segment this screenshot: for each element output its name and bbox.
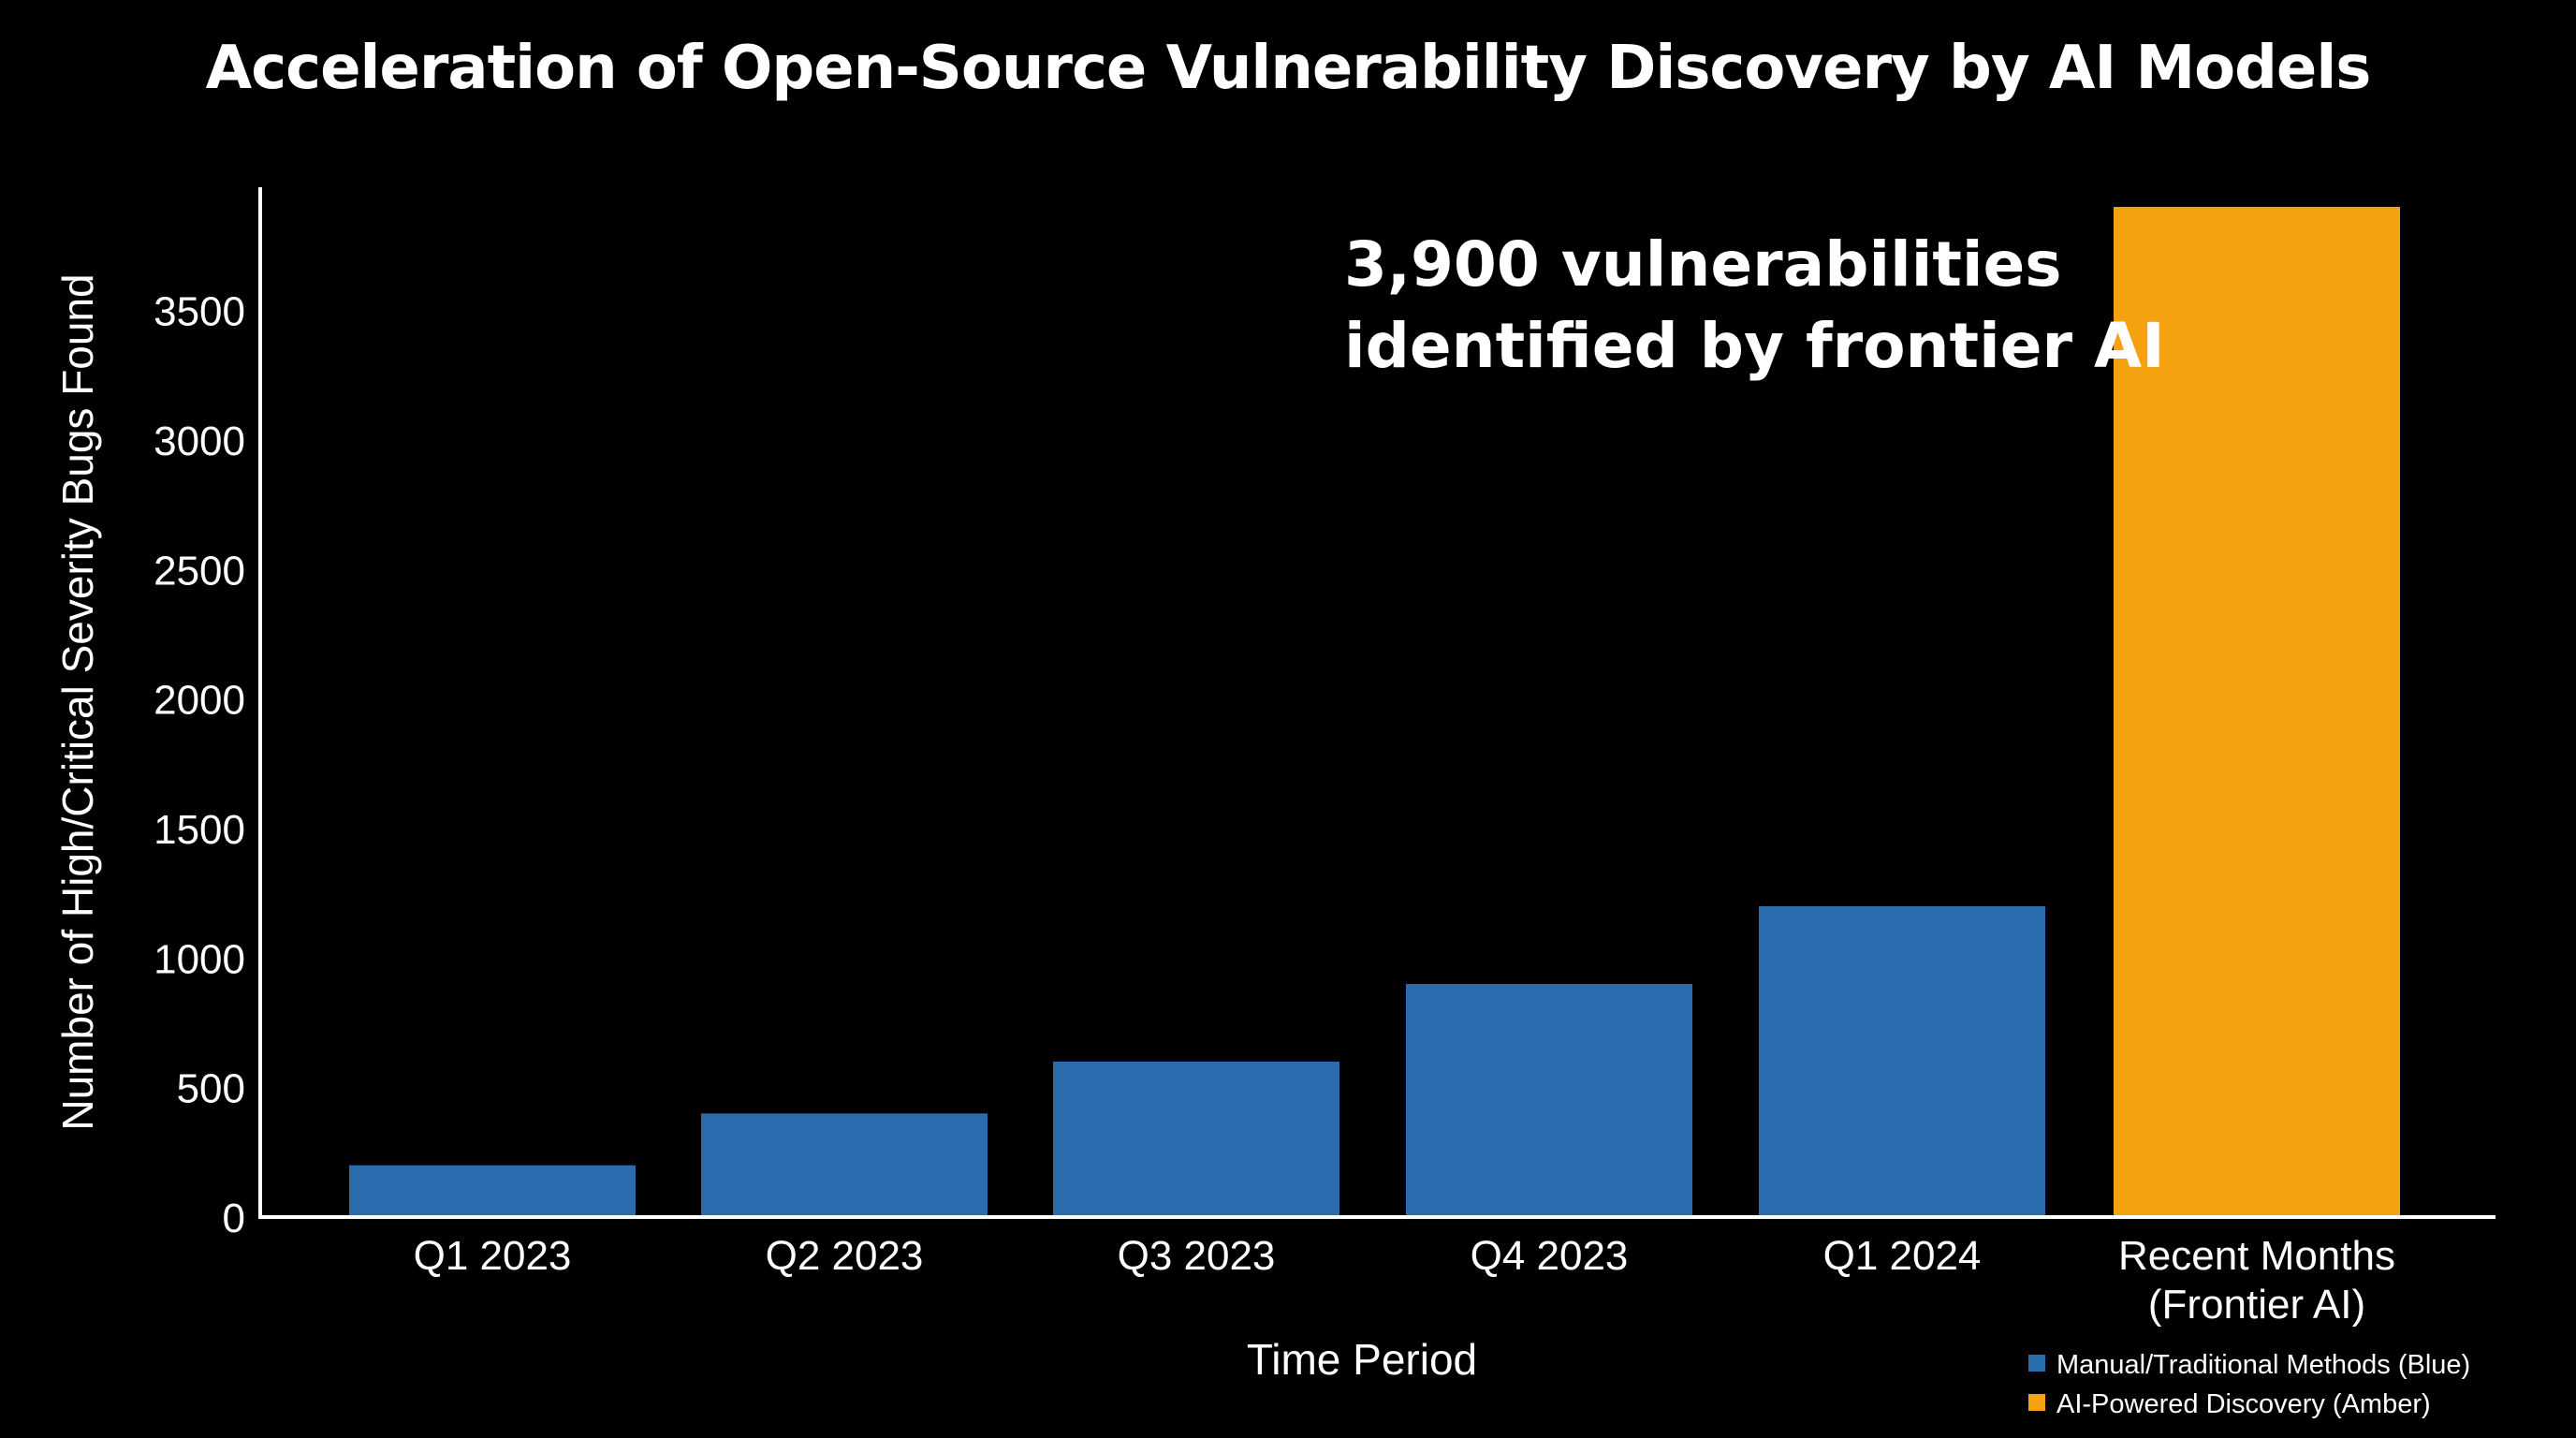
legend-label-ai: AI-Powered Discovery (Amber) xyxy=(2056,1389,2431,1419)
y-tick-label-2000: 2000 xyxy=(154,678,245,724)
axes-layer xyxy=(258,187,2496,1219)
legend: Manual/Traditional Methods (Blue) AI-Pow… xyxy=(2028,1350,2470,1419)
bar-0 xyxy=(349,1165,636,1217)
chart-title: Acceleration of Open-Source Vulnerabilit… xyxy=(205,34,2372,103)
y-tick-labels: 0 500 1000 1500 2000 2500 3000 3500 xyxy=(154,289,245,1241)
x-tick-label-3: Q4 2023 xyxy=(1471,1233,1629,1279)
y-tick-label-500: 500 xyxy=(177,1066,245,1112)
x-tick-label-0: Q1 2023 xyxy=(414,1233,572,1279)
x-tick-label-1: Q2 2023 xyxy=(766,1233,924,1279)
y-tick-label-3000: 3000 xyxy=(154,418,245,464)
annotation: 3,900 vulnerabilities identified by fron… xyxy=(1344,228,2165,382)
x-tick-label-5-line-1: (Frontier AI) xyxy=(2148,1282,2365,1328)
x-tick-label-2: Q3 2023 xyxy=(1118,1233,1276,1279)
x-axis-title: Time Period xyxy=(1247,1335,1477,1384)
legend-label-manual: Manual/Traditional Methods (Blue) xyxy=(2056,1350,2470,1380)
x-tick-label-5-line-0: Recent Months xyxy=(2118,1233,2395,1279)
legend-swatch-ai xyxy=(2028,1394,2045,1411)
y-tick-label-3500: 3500 xyxy=(154,289,245,335)
y-tick-label-2500: 2500 xyxy=(154,548,245,594)
bar-5 xyxy=(2114,207,2400,1217)
legend-swatch-manual xyxy=(2028,1355,2045,1372)
annotation-line-2: identified by frontier AI xyxy=(1344,310,2165,382)
y-tick-label-1500: 1500 xyxy=(154,807,245,853)
y-axis-title: Number of High/Critical Severity Bugs Fo… xyxy=(53,273,102,1130)
y-tick-label-1000: 1000 xyxy=(154,936,245,982)
bar-1 xyxy=(701,1113,988,1217)
bar-3 xyxy=(1406,984,1692,1217)
y-tick-label-0: 0 xyxy=(223,1196,245,1241)
bars-layer xyxy=(349,207,2400,1217)
x-tick-label-4: Q1 2024 xyxy=(1823,1233,1982,1279)
annotation-line-1: 3,900 vulnerabilities xyxy=(1344,228,2062,301)
bar-2 xyxy=(1053,1062,1339,1217)
x-tick-labels: Q1 2023 Q2 2023 Q3 2023 Q4 2023 Q1 2024 Recen… xyxy=(414,1233,2395,1328)
bar-4 xyxy=(1759,906,2045,1217)
